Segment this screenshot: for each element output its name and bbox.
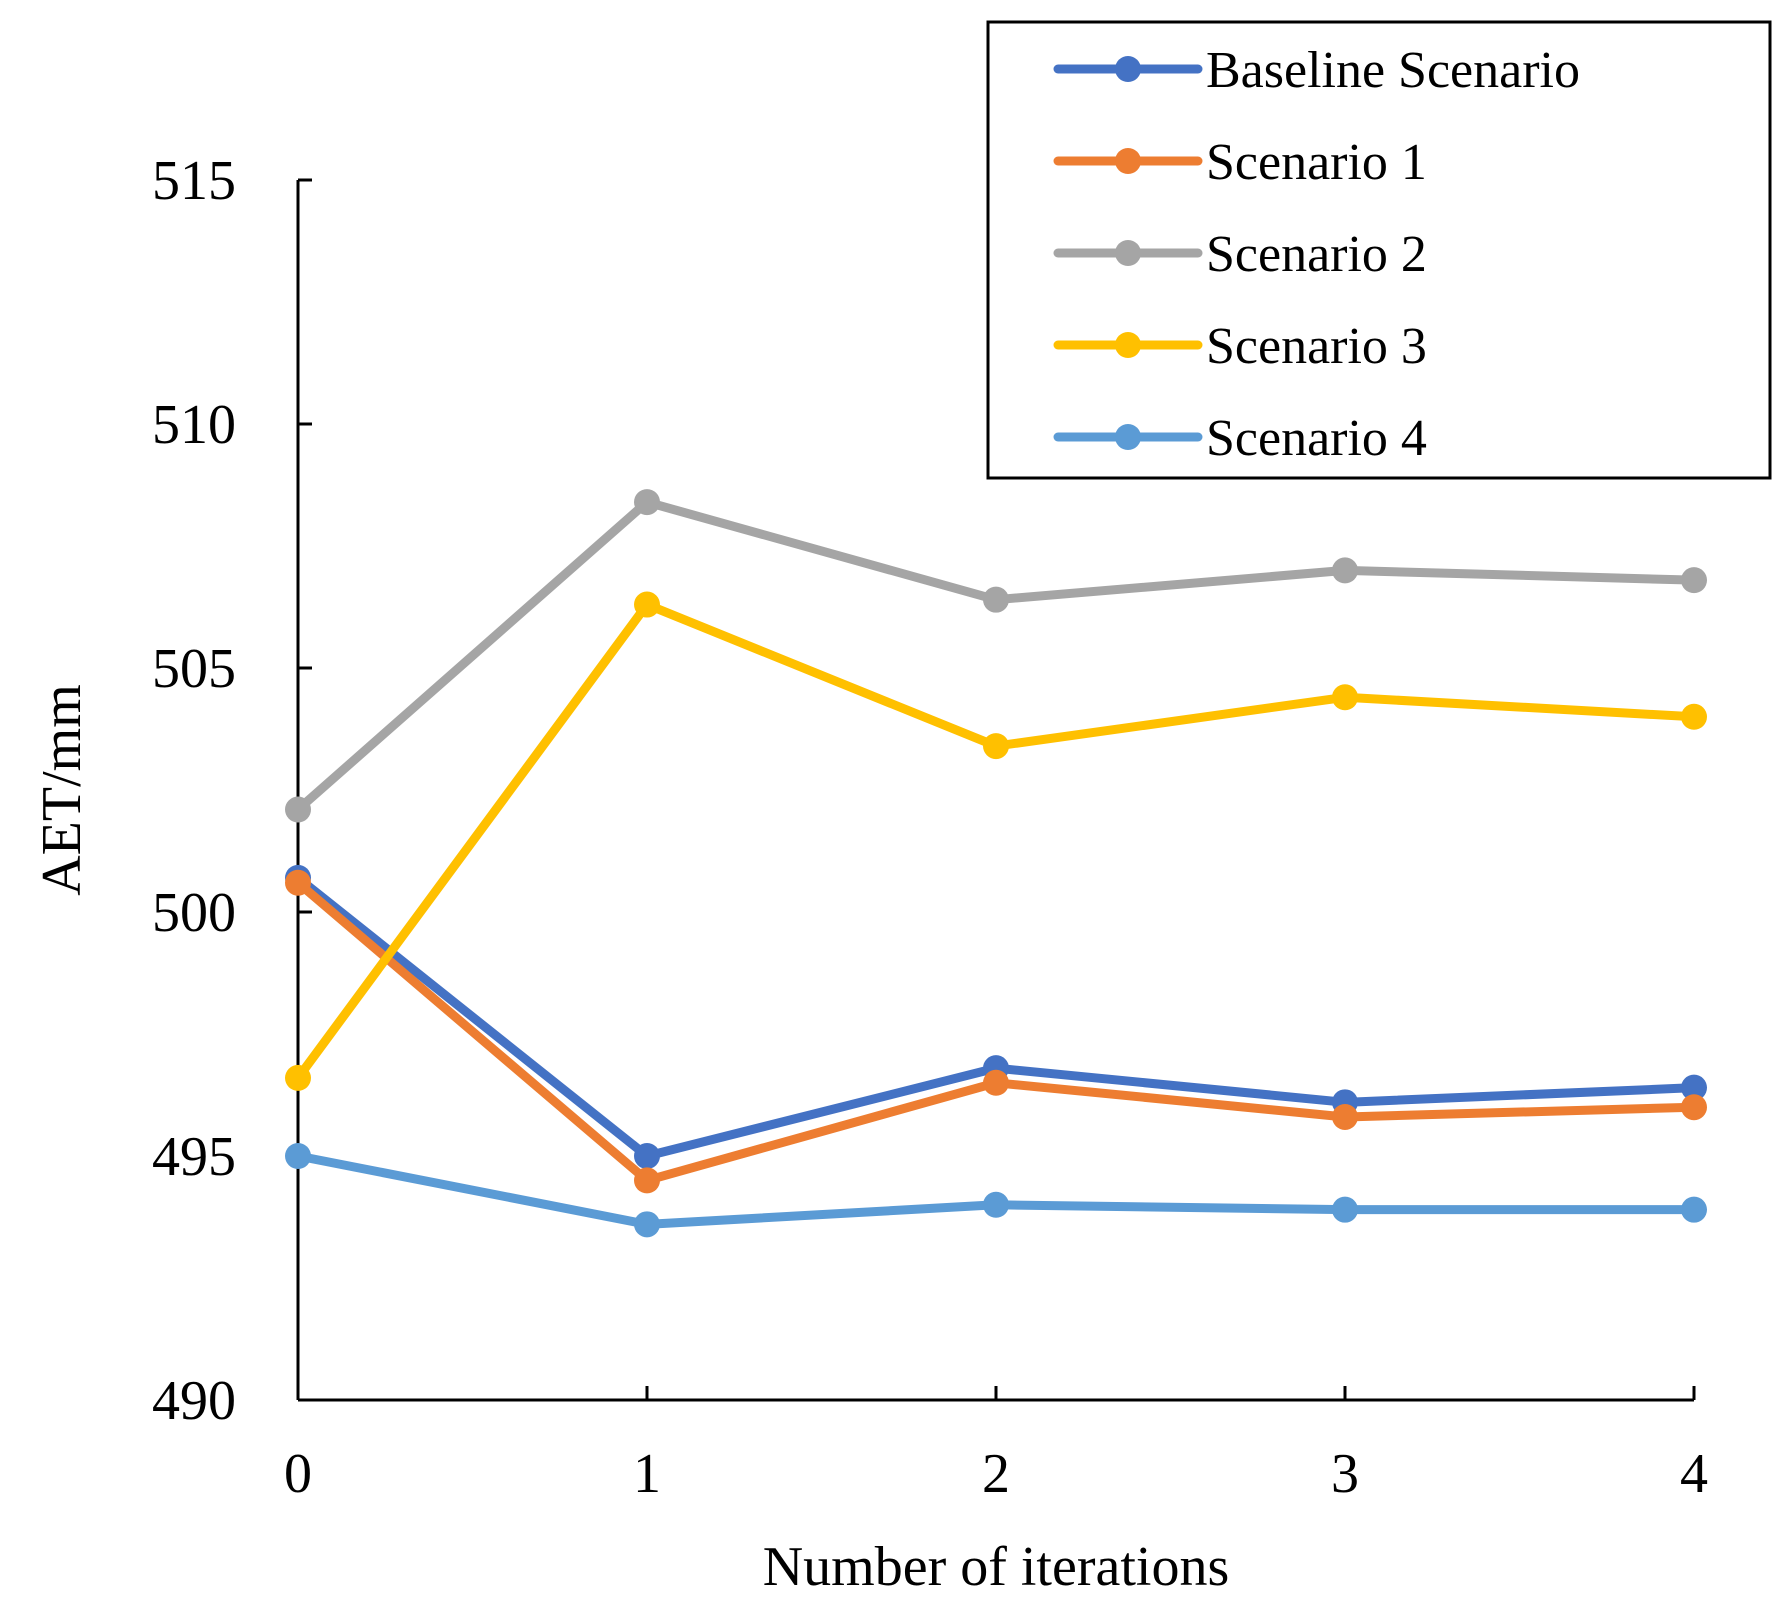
legend-item: Scenario 3 <box>1053 318 1427 375</box>
legend-item: Scenario 2 <box>1053 226 1427 283</box>
series-2 <box>285 489 1707 823</box>
data-point <box>1332 557 1358 584</box>
data-point <box>1681 703 1707 730</box>
legend-swatch-marker <box>1115 424 1141 450</box>
ticks: 490 495 500 505 510 515 0 1 2 3 4 <box>152 150 1708 1505</box>
legend-label: Scenario 1 <box>1206 134 1427 191</box>
x-tick-label: 4 <box>1680 1443 1708 1505</box>
x-tick-label: 1 <box>633 1443 661 1505</box>
data-point <box>285 1064 311 1091</box>
legend-label: Baseline Scenario <box>1206 42 1580 99</box>
data-point <box>1681 567 1707 594</box>
series-4 <box>285 1143 1707 1238</box>
data-point <box>983 586 1009 613</box>
legend-item: Scenario 4 <box>1053 410 1427 467</box>
y-tick-label: 495 <box>152 1126 236 1188</box>
y-tick-label: 490 <box>152 1370 236 1432</box>
series-1 <box>285 869 1707 1194</box>
data-point <box>285 796 311 823</box>
legend-swatch-marker <box>1115 56 1141 82</box>
legend-swatch-marker <box>1115 148 1141 174</box>
y-tick-label: 500 <box>152 882 236 944</box>
y-tick-label: 505 <box>152 638 236 700</box>
legend-label: Scenario 2 <box>1206 226 1427 283</box>
data-point <box>634 591 660 618</box>
series-line <box>293 497 1699 815</box>
data-point <box>634 1211 660 1238</box>
data-point <box>1332 1196 1358 1223</box>
x-tick-label: 0 <box>284 1443 312 1505</box>
x-tick-label: 3 <box>1331 1443 1359 1505</box>
data-point <box>1681 1196 1707 1223</box>
series-line <box>293 600 1699 1083</box>
legend-item: Scenario 1 <box>1053 134 1427 191</box>
data-point <box>634 1167 660 1194</box>
legend-swatch-marker <box>1115 240 1141 266</box>
x-axis-title: Number of iterations <box>763 1536 1230 1598</box>
legend-label: Scenario 3 <box>1206 318 1427 375</box>
legend-item: Baseline Scenario <box>1053 42 1580 99</box>
series-line <box>293 878 1699 1185</box>
legend: Baseline Scenario Scenario 1 Scenario 2 Sce… <box>986 20 1772 480</box>
series-3 <box>285 591 1707 1091</box>
y-axis-title: AET/mm <box>31 684 93 896</box>
data-point <box>983 733 1009 760</box>
x-tick-label: 2 <box>982 1443 1010 1505</box>
series-0 <box>285 864 1707 1169</box>
legend-swatch-marker <box>1115 332 1141 358</box>
data-point <box>1681 1074 1707 1101</box>
data-point <box>1332 1103 1358 1130</box>
data-point <box>634 489 660 516</box>
y-tick-label: 510 <box>152 394 236 456</box>
series <box>285 489 1707 1238</box>
data-point <box>1681 1094 1707 1121</box>
y-tick-label: 515 <box>152 150 236 212</box>
data-point <box>983 1069 1009 1096</box>
data-point <box>983 1191 1009 1218</box>
legend-label: Scenario 4 <box>1206 410 1427 467</box>
data-point <box>1332 684 1358 711</box>
data-point <box>285 1143 311 1169</box>
data-point <box>285 869 311 896</box>
data-point <box>634 1143 660 1169</box>
